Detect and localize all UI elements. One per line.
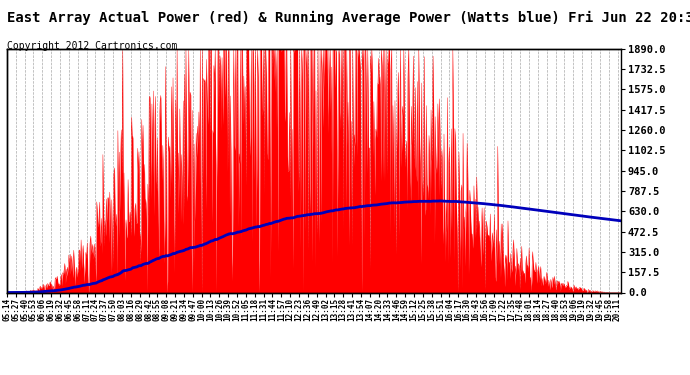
Text: East Array Actual Power (red) & Running Average Power (Watts blue) Fri Jun 22 20: East Array Actual Power (red) & Running … (7, 11, 690, 26)
Text: Copyright 2012 Cartronics.com: Copyright 2012 Cartronics.com (7, 41, 177, 51)
